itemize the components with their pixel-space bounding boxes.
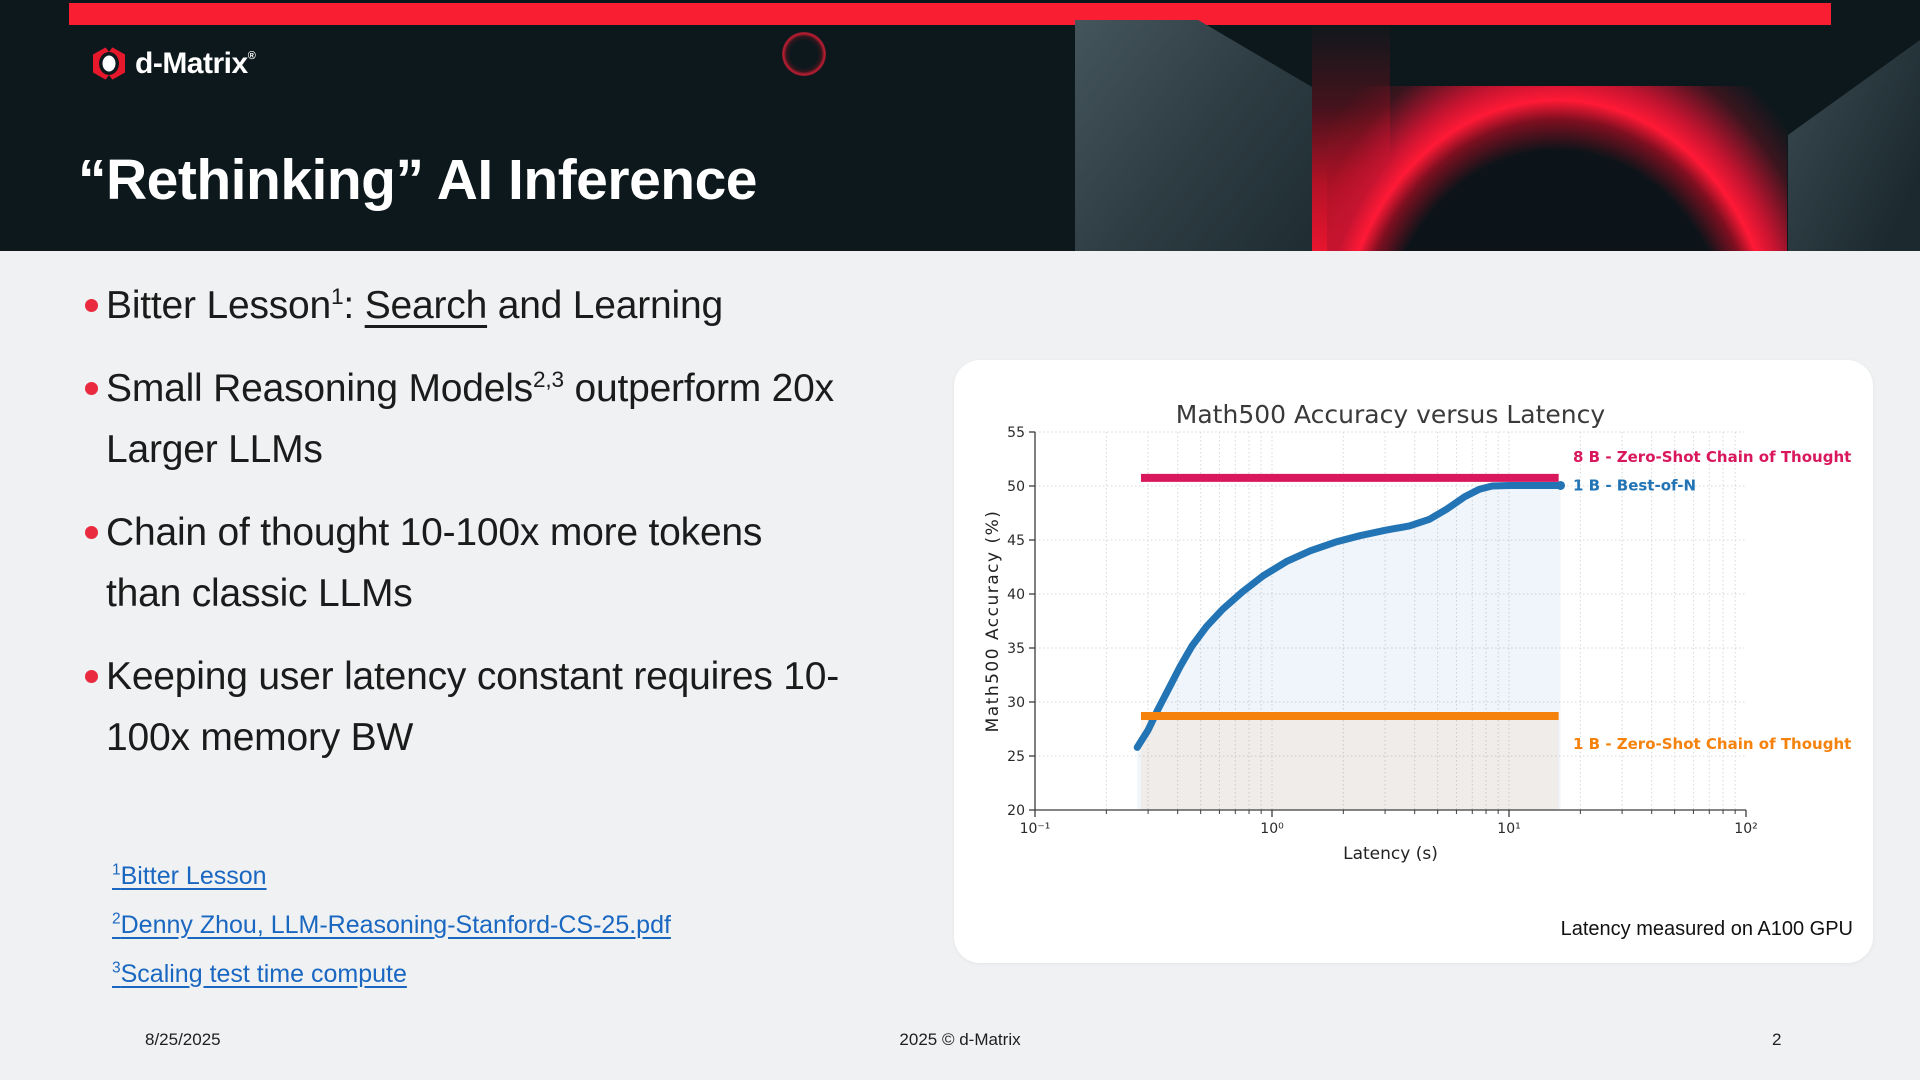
footnote-item: 1Bitter Lesson [112,862,671,911]
svg-text:Latency (s): Latency (s) [1343,844,1438,864]
svg-text:10¹: 10¹ [1497,821,1520,837]
bullet-item: Bitter Lesson1: Search and Learning [85,275,845,336]
svg-text:1 B - Zero-Shot Chain of Thoug: 1 B - Zero-Shot Chain of Thought [1573,735,1851,753]
svg-text:Math500 Accuracy (%): Math500 Accuracy (%) [983,510,1003,733]
d-matrix-logo-icon [93,45,125,82]
svg-text:1 B - Best-of-N: 1 B - Best-of-N [1573,476,1696,494]
bullet-item: Chain of thought 10-100x more tokens tha… [85,502,845,624]
small-red-ring-decoration [782,32,826,76]
svg-text:50: 50 [1007,479,1025,495]
svg-text:20: 20 [1007,803,1025,819]
bullet-text: Keeping user latency constant requires 1… [106,655,840,759]
footnote-item: 2Denny Zhou, LLM-Reasoning-Stanford-CS-2… [112,911,671,960]
svg-text:55: 55 [1007,425,1025,441]
header-banner: d-Matrix® “Rethinking” AI Inference [0,0,1920,251]
hex-tower-left-decoration [1075,20,1312,251]
svg-text:10⁰: 10⁰ [1260,821,1284,837]
chart-annotation: Latency measured on A100 GPU [1560,918,1853,940]
footnote-link-1[interactable]: 1Bitter Lesson [112,861,267,890]
logo-text: d-Matrix® [135,46,256,80]
bullet-text: Small Reasoning Models2,3 outperform 20x… [106,367,834,471]
svg-text:30: 30 [1007,695,1025,711]
bullet-marker [85,526,98,539]
footnote-link-2[interactable]: 2Denny Zhou, LLM-Reasoning-Stanford-CS-2… [112,910,671,939]
bullet-marker [85,382,98,395]
svg-text:35: 35 [1007,641,1025,657]
svg-text:10⁻¹: 10⁻¹ [1020,821,1051,837]
footer-date: 8/25/2025 [145,1030,221,1049]
bullet-item: Keeping user latency constant requires 1… [85,646,845,768]
registered-mark: ® [247,49,256,62]
footer-copyright: 2025 © d-Matrix [899,1030,1021,1049]
bullet-list: Bitter Lesson1: Search and Learning Small… [85,275,845,790]
d-matrix-logo: d-Matrix® [92,45,256,82]
math500-accuracy-vs-latency-chart: 20 25 30 35 40 45 50 55 10⁻¹ 10⁰ 10¹ 10² Math500 Acc… [983,400,1851,864]
footnote-item: 3Scaling test time compute [112,960,671,1009]
bullet-text: Chain of thought 10-100x more tokens tha… [106,511,763,615]
svg-text:40: 40 [1007,587,1025,603]
svg-text:10²: 10² [1734,821,1757,837]
svg-text:25: 25 [1007,749,1025,765]
svg-text:45: 45 [1007,533,1025,549]
bullet-item: Small Reasoning Models2,3 outperform 20x… [85,358,845,480]
footer-page-number: 2 [1772,1030,1782,1049]
chart-card: 20 25 30 35 40 45 50 55 10⁻¹ 10⁰ 10¹ 10² Math500 Acc… [954,360,1873,963]
red-orb-decoration [1327,86,1787,251]
footnote-links: 1Bitter Lesson 2Denny Zhou, LLM-Reasoning… [112,862,671,1009]
bullet-marker [85,670,98,683]
bullet-text: Bitter Lesson1: Search and Learning [106,284,723,327]
header-accent-bar [69,3,1831,25]
svg-text:Math500 Accuracy versus Latenc: Math500 Accuracy versus Latency [1176,400,1606,429]
page-title: “Rethinking” AI Inference [78,148,758,212]
bullet-marker [85,299,98,312]
hex-tower-right-decoration [1788,40,1920,251]
svg-text:8 B - Zero-Shot Chain of Thoug: 8 B - Zero-Shot Chain of Thought [1573,448,1851,466]
footnote-link-3[interactable]: 3Scaling test time compute [112,959,407,988]
